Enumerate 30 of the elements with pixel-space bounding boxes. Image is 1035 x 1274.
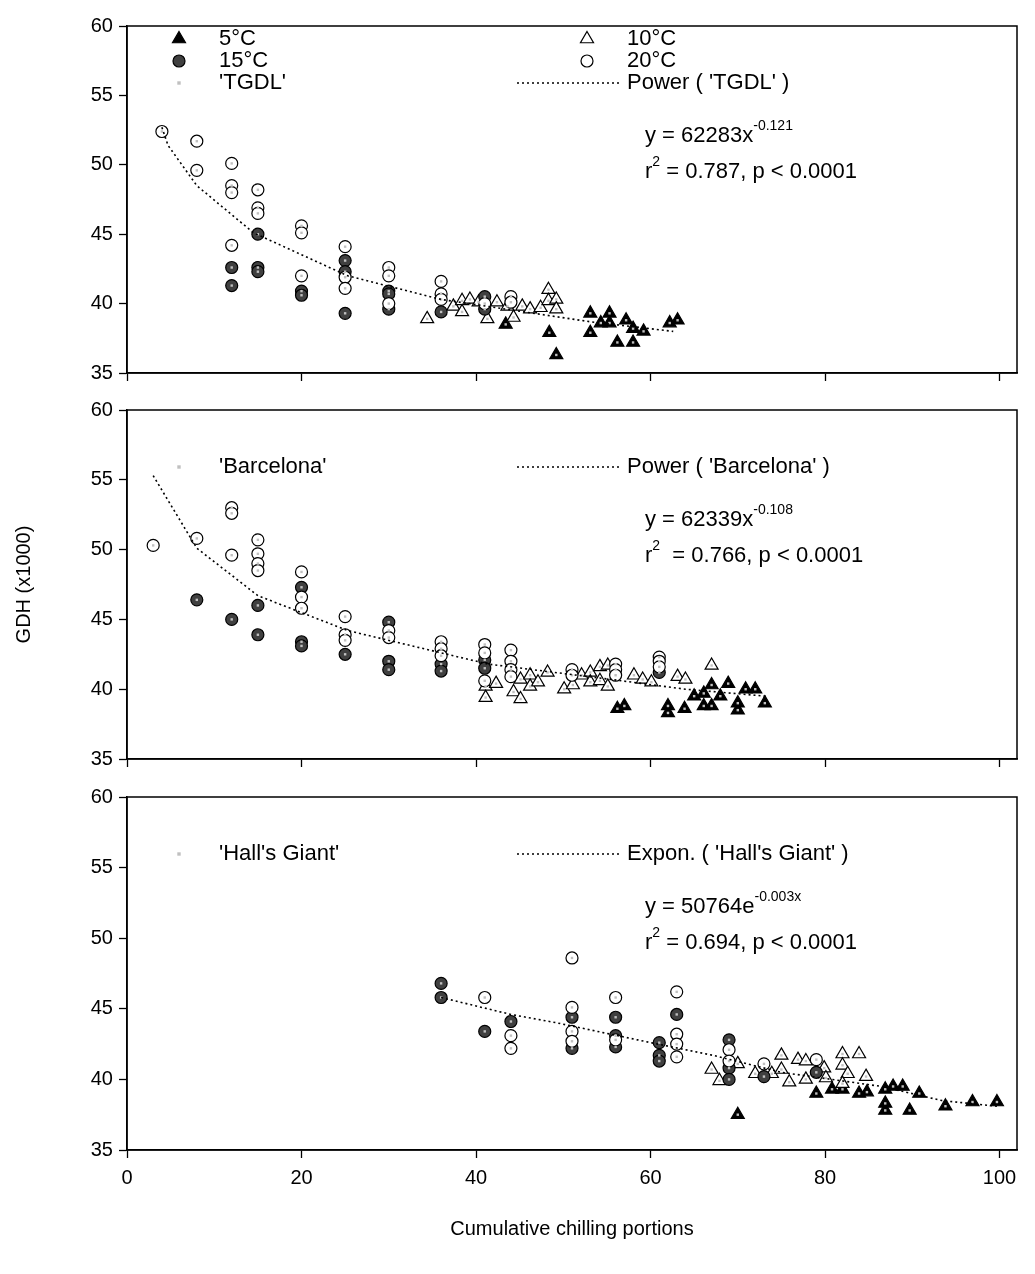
y-tick-label: 45: [90, 996, 113, 1019]
y-axis-title: GDH (x1000): [11, 525, 34, 644]
x-tick-label: 40: [464, 1165, 488, 1188]
y-tick-label: 55: [90, 82, 113, 105]
legend-label: 'Hall's Giant': [219, 840, 340, 866]
legend-label: 'Barcelona': [219, 453, 327, 479]
x-tick-label: 20: [290, 1165, 313, 1188]
legend-label: Expon. ( 'Hall's Giant' ): [627, 840, 849, 866]
y-tick-label: 45: [90, 606, 113, 629]
y-tick-label: 50: [90, 925, 113, 948]
y-tick-label: 60: [90, 13, 113, 36]
legend-label: Power ( 'Barcelona' ): [627, 453, 830, 479]
y-tick-label: 55: [90, 855, 113, 878]
x-axis-title: Cumulative chilling portions: [450, 1216, 694, 1239]
x-tick-label: 60: [639, 1165, 662, 1188]
y-tick-label: 40: [90, 291, 113, 314]
y-tick-label: 60: [90, 784, 113, 807]
y-tick-label: 35: [90, 360, 113, 383]
y-tick-label: 40: [90, 1066, 113, 1089]
y-tick-label: 60: [90, 397, 113, 420]
x-tick-label: 0: [121, 1165, 133, 1188]
y-tick-label: 50: [90, 152, 113, 175]
x-tick-label: 80: [813, 1165, 837, 1188]
y-tick-label: 40: [90, 676, 113, 699]
y-tick-label: 50: [90, 537, 113, 560]
y-tick-label: 35: [90, 746, 113, 769]
y-tick-label: 35: [90, 1137, 113, 1160]
x-tick-label: 100: [982, 1165, 1017, 1188]
y-tick-label: 55: [90, 467, 113, 490]
y-tick-label: 45: [90, 221, 113, 244]
